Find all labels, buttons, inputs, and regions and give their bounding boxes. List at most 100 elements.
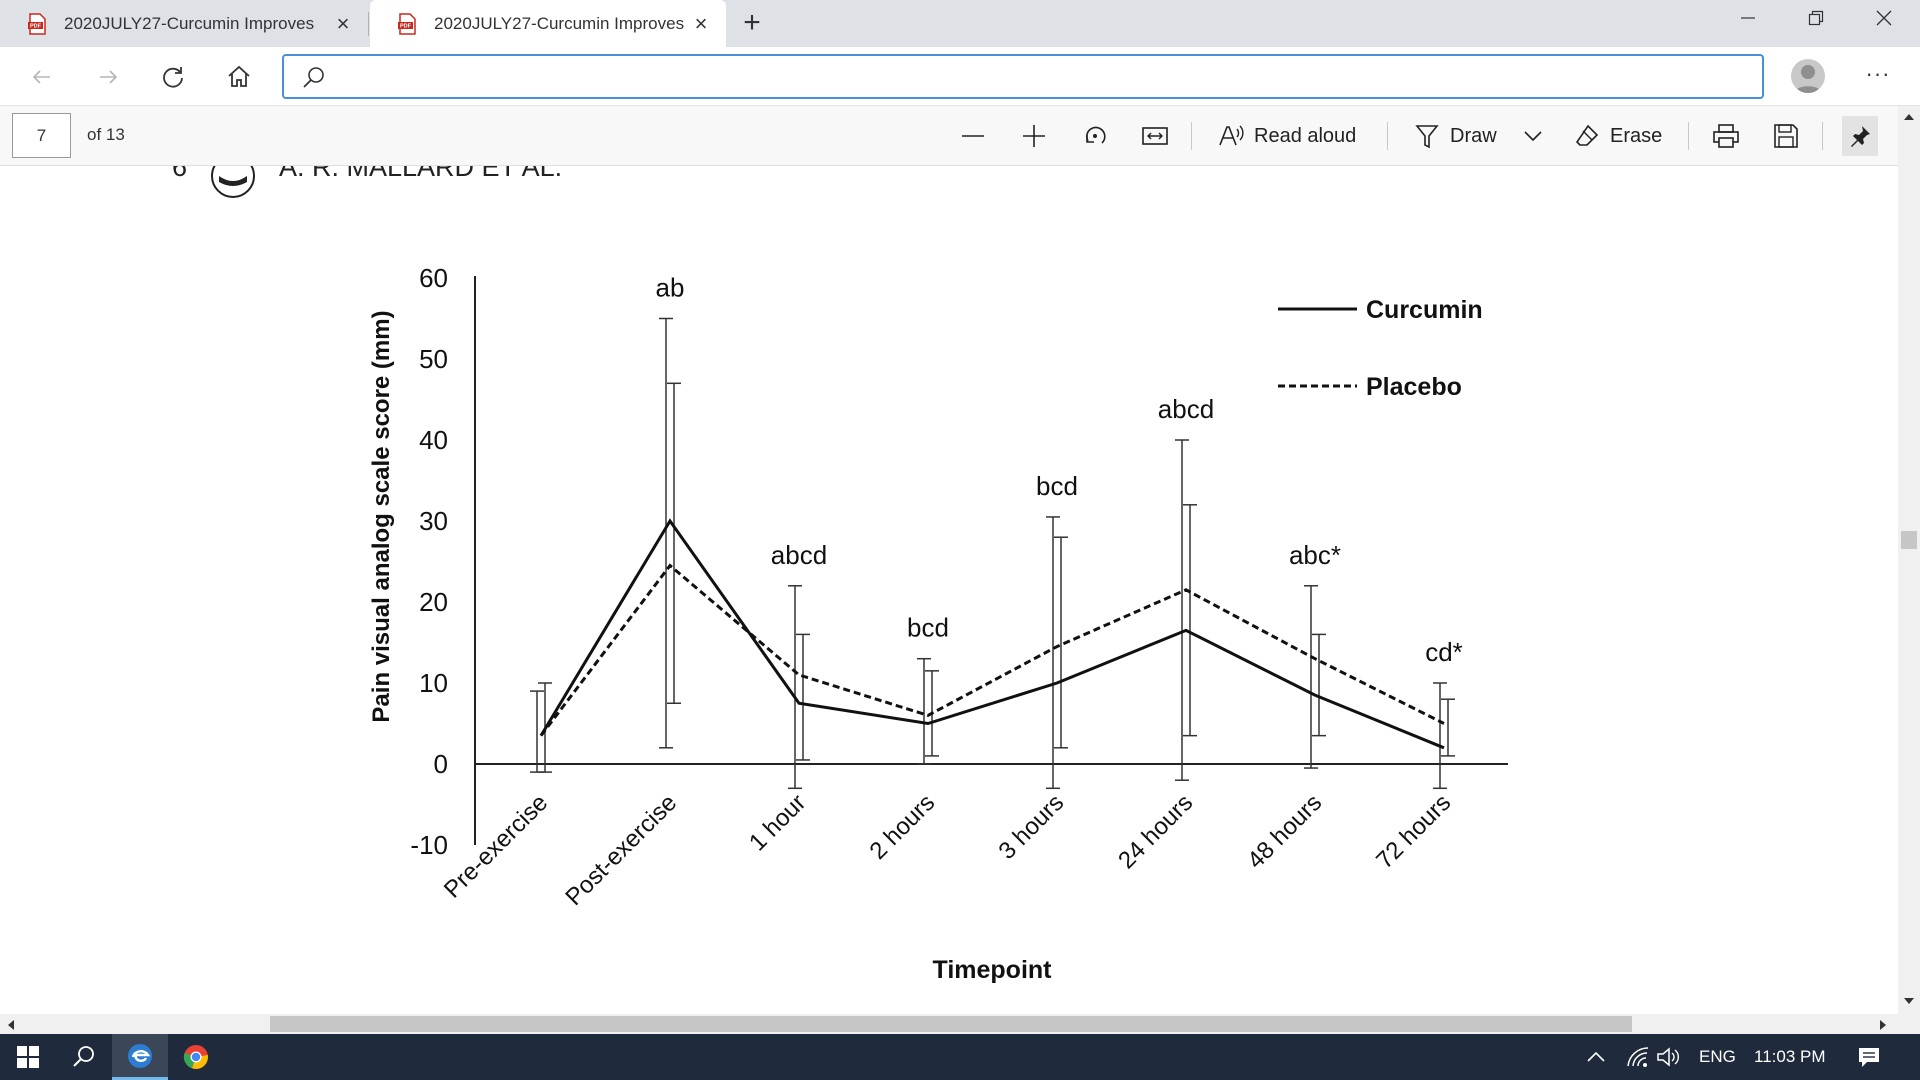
x-tick-label: Post-exercise [560,789,682,911]
draw-options-dropdown[interactable] [1522,116,1544,156]
print-button[interactable] [1712,116,1740,156]
chevron-down-icon [1524,131,1542,142]
zoom-in-button[interactable] [1021,116,1047,156]
y-tick-label: 0 [434,749,448,779]
pain-vas-chart: 60 50 40 30 20 10 0 -10 Pain visual analog scale… [368,263,1508,984]
figure-canvas: 6 A. R. MALLARD ET AL. 6050403020100-10P… [172,166,1508,984]
pin-icon [1851,126,1870,147]
back-button[interactable] [22,57,62,97]
minimize-icon [1741,17,1755,19]
clock[interactable]: 11:03 PM [1754,1047,1826,1066]
close-tab-icon[interactable]: × [336,10,350,36]
start-button[interactable] [0,1034,56,1080]
navigation-bar: ··· [0,47,1920,106]
x-tick-label: Pre-exercise [439,789,553,903]
scroll-down-icon[interactable] [1903,996,1915,1006]
scroll-left-icon[interactable] [6,1019,16,1031]
running-head-authors: A. R. MALLARD ET AL. [279,166,562,182]
tab-pdf-1[interactable]: PDF 2020JULY27-Curcumin Improves × [0,0,368,47]
chrome-icon [183,1045,208,1069]
new-tab-button[interactable]: + [743,6,761,39]
read-aloud-button[interactable]: Read aloud [1218,116,1356,156]
horizontal-scroll-thumb[interactable] [270,1016,1632,1032]
x-tick-label: 3 hours [994,789,1070,865]
y-tick-label: 30 [419,506,448,536]
wifi-icon [1627,1047,1649,1067]
profile-avatar[interactable] [1791,59,1825,93]
print-icon [1713,124,1739,148]
erase-button[interactable]: Erase [1574,116,1662,156]
scroll-right-icon[interactable] [1878,1019,1888,1031]
vertical-scroll-thumb[interactable] [1901,531,1917,549]
address-bar[interactable] [282,54,1764,99]
taskbar-chrome-button[interactable] [168,1034,224,1080]
taskbar-edge-button[interactable] [112,1034,168,1080]
pdf-icon: PDF [28,12,46,35]
svg-text:PDF: PDF [30,23,42,29]
pdf-toolbar: 7 of 13 Read aloud Draw Erase [0,106,1920,166]
significance-label: bcd [1036,471,1078,501]
legend-label: Placebo [1366,373,1462,401]
save-icon [1774,124,1798,148]
zoom-out-button[interactable] [960,116,986,156]
show-hidden-icons-button[interactable] [1586,1034,1606,1080]
fit-width-button[interactable] [1141,116,1169,156]
toolbar-divider [1822,122,1823,150]
toolbar-divider [1387,122,1388,150]
windows-taskbar: ENG 11:03 PM [0,1034,1920,1080]
toolbar-divider [1688,122,1689,150]
forward-button[interactable] [88,57,128,97]
network-button[interactable] [1626,1034,1650,1080]
home-icon [228,65,250,87]
arrow-left-icon [32,70,50,84]
more-menu-button[interactable]: ··· [1865,61,1891,86]
read-aloud-label: Read aloud [1254,124,1357,147]
horizontal-scrollbar[interactable] [0,1014,1920,1034]
tab-title: 2020JULY27-Curcumin Improves [64,13,315,33]
refresh-icon [163,67,183,88]
rotate-button[interactable] [1082,116,1108,156]
arrow-right-icon [100,70,118,84]
restore-button[interactable] [1782,0,1850,36]
tab-divider [368,12,369,36]
notification-icon [1859,1048,1879,1067]
volume-button[interactable] [1656,1034,1682,1080]
y-tick-label: 50 [419,344,448,374]
minimize-button[interactable] [1714,0,1782,36]
close-window-button[interactable] [1850,0,1918,36]
page-number-input[interactable]: 7 [12,113,71,158]
restore-icon [1808,10,1824,26]
close-tab-icon[interactable]: × [694,10,708,36]
taskbar-search-button[interactable] [56,1034,112,1080]
tab-pdf-2-active[interactable]: PDF 2020JULY27-Curcumin Improves × [370,0,726,47]
read-aloud-icon [1219,125,1244,146]
refresh-button[interactable] [153,57,193,97]
svg-text:PDF: PDF [400,23,412,29]
x-tick-label: 1 hour [744,789,811,856]
windows-logo-icon [17,1046,39,1068]
page-count: of 13 [87,125,125,144]
minus-icon [962,135,984,137]
input-language-indicator[interactable]: ENG [1699,1047,1736,1066]
y-tick-label: -10 [410,830,448,860]
x-tick-label: 24 hours [1113,789,1198,874]
significance-label: abcd [1158,394,1214,424]
address-input[interactable] [334,62,1734,92]
scroll-up-icon[interactable] [1903,112,1915,122]
significance-label: ab [656,273,685,303]
x-axis-label: Timepoint [933,956,1053,984]
vertical-scrollbar[interactable] [1898,106,1920,1014]
series-line-placebo [539,563,1445,737]
draw-button[interactable]: Draw [1414,116,1497,156]
x-tick-label: 2 hours [865,789,941,865]
pin-toolbar-button[interactable] [1842,116,1878,156]
y-tick-label: 10 [419,668,448,698]
home-button[interactable] [219,57,259,97]
action-center-button[interactable] [1857,1034,1881,1080]
search-icon [303,67,324,88]
journal-logo-icon [211,166,255,198]
x-tick-label: 48 hours [1242,789,1327,874]
save-button[interactable] [1773,116,1799,156]
y-tick-label: 40 [419,425,448,455]
pdf-page-view: 6 A. R. MALLARD ET AL. 60 50 40 30 20 10 0 -10 P… [0,166,1898,1014]
